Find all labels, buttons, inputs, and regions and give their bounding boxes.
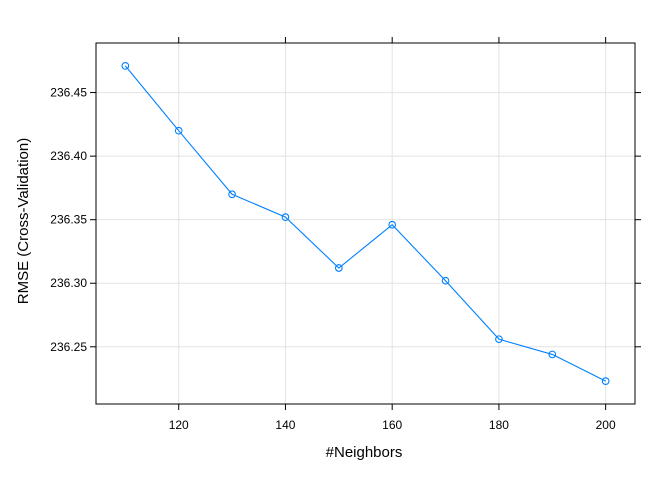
data-point xyxy=(495,335,503,344)
data-point xyxy=(334,264,343,272)
x-axis-ticks: 120 140 160 180 200 xyxy=(169,37,616,432)
x-tick-label: 200 xyxy=(596,418,616,432)
data-point xyxy=(281,213,290,221)
y-tick-label: 236.35 xyxy=(50,213,87,227)
x-tick-label: 160 xyxy=(382,418,402,432)
y-axis-title: RMSE (Cross-Validation) xyxy=(15,138,32,304)
x-tick-label: 140 xyxy=(275,418,295,432)
data-point xyxy=(228,190,236,199)
data-point xyxy=(601,377,610,385)
x-axis-title: #Neighbors xyxy=(326,444,403,461)
x-tick-label: 120 xyxy=(169,418,189,432)
y-tick-label: 236.30 xyxy=(50,276,87,290)
data-point xyxy=(548,350,557,359)
series-line xyxy=(124,65,606,382)
x-tick-label: 180 xyxy=(489,418,509,432)
plot-frame xyxy=(95,42,636,405)
data-point xyxy=(174,126,183,135)
data-point xyxy=(121,62,130,70)
y-tick-label: 236.45 xyxy=(50,86,87,100)
y-tick-label: 236.25 xyxy=(50,340,87,354)
data-point xyxy=(441,276,450,285)
y-tick-label: 236.40 xyxy=(50,149,87,163)
data-point xyxy=(388,220,397,229)
series-layer xyxy=(121,62,610,385)
grid-lines xyxy=(96,43,635,404)
y-axis-ticks: 236.25 236.30 236.35 236.40 236.45 xyxy=(50,86,641,354)
